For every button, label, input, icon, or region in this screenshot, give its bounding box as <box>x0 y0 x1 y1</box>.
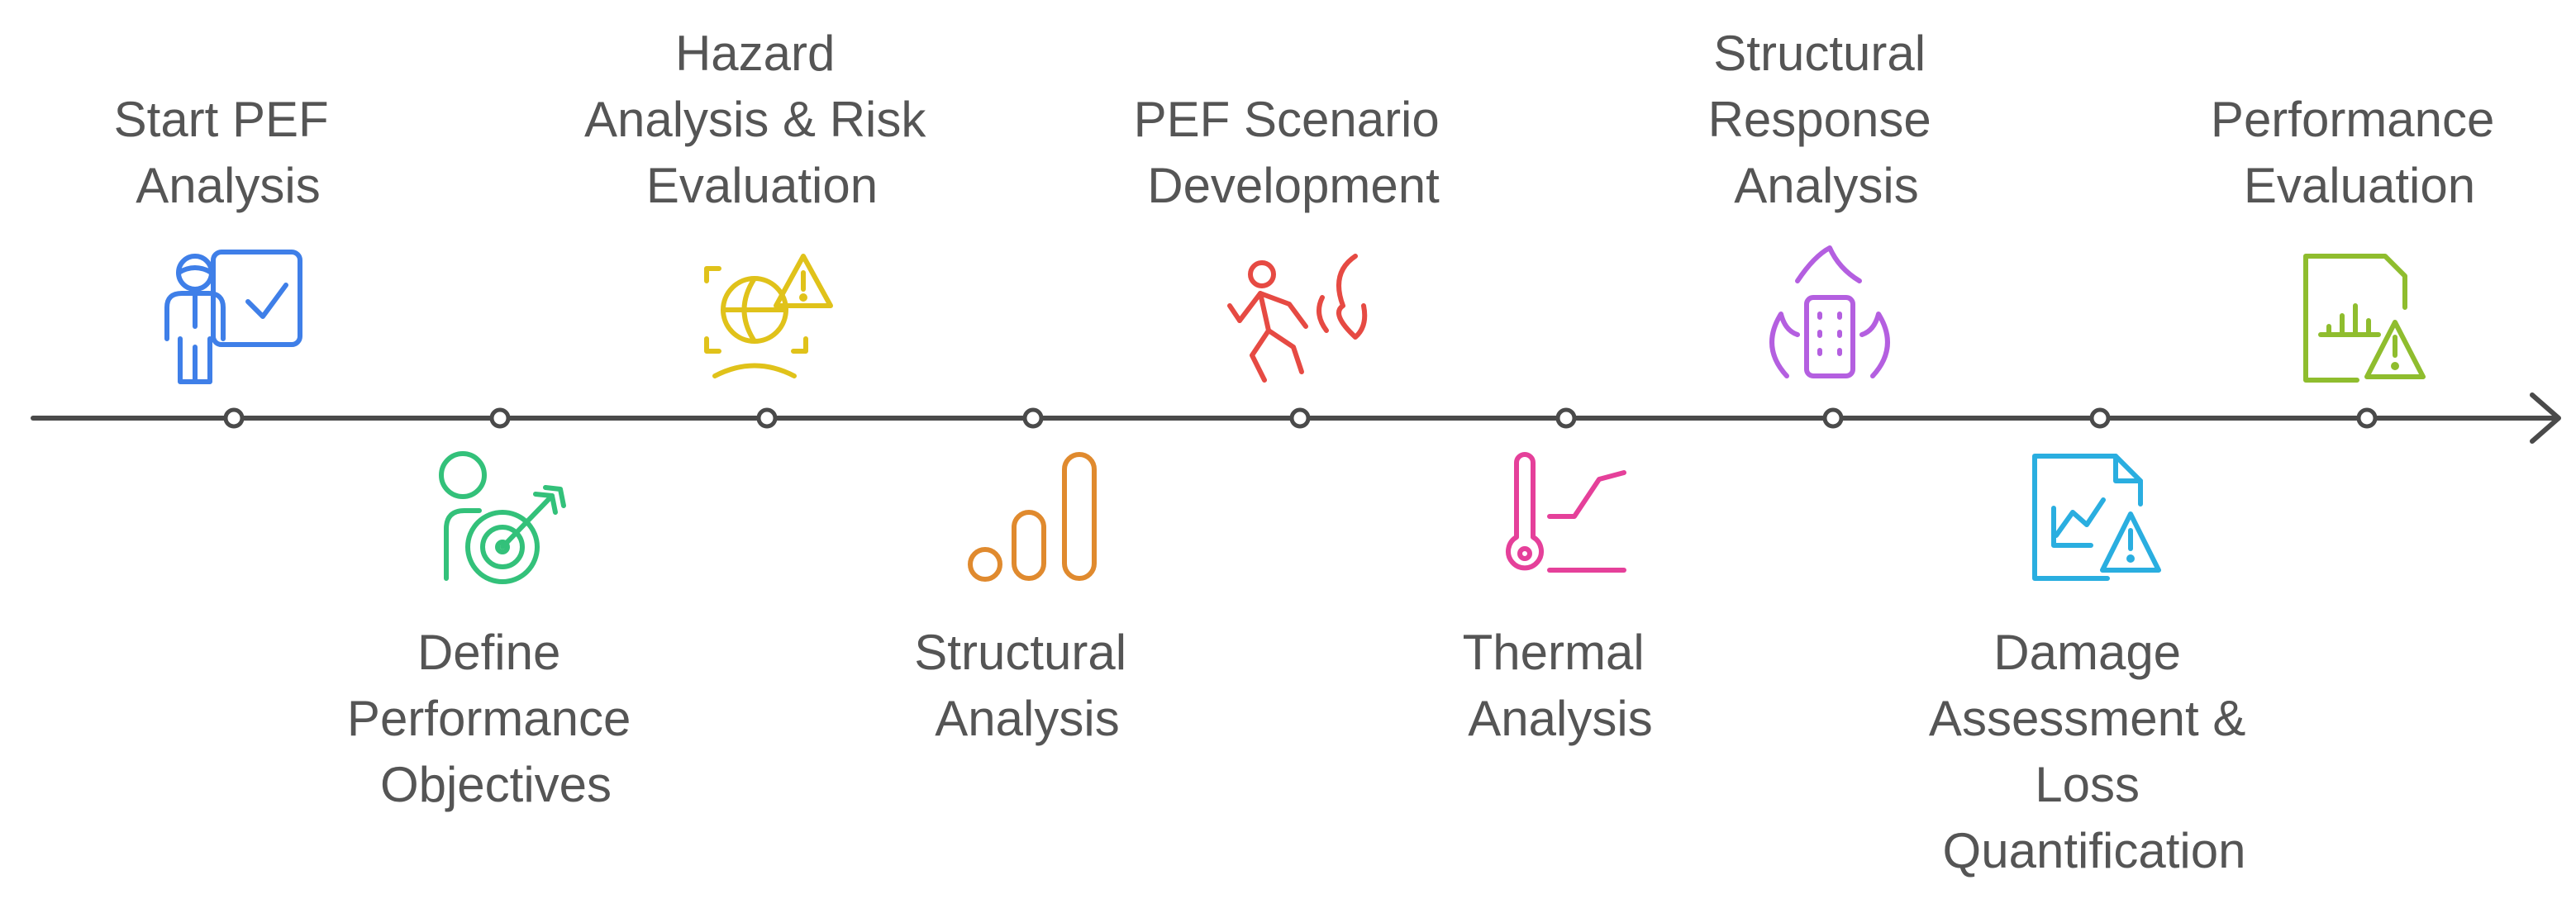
step-label-hazard-analysis: Hazard Analysis & Risk Evaluation <box>584 26 940 213</box>
person-fire-icon <box>1227 254 1368 383</box>
node-thermal-analysis <box>1555 407 1577 429</box>
node-start-pef-analysis <box>223 407 245 429</box>
person-target-icon <box>439 451 566 584</box>
node-define-performance-objectives <box>489 407 511 429</box>
timeline-nodes <box>223 407 2378 429</box>
step-label-thermal-analysis: Thermal Analysis <box>1463 625 1659 746</box>
step-label-damage-assessment: Damage Assessment & Loss Quantification <box>1929 625 2259 878</box>
node-hazard-analysis <box>756 407 778 429</box>
node-structural-analysis <box>1022 407 1044 429</box>
thermometer-graph-icon <box>1506 452 1626 573</box>
node-performance-evaluation <box>2356 407 2378 429</box>
bar-chart-icon <box>968 452 1097 582</box>
step-label-define-performance-objectives: Define Performance Objectives <box>347 625 645 812</box>
step-label-performance-evaluation: Performance Evaluation <box>2211 92 2508 213</box>
presenter-checkmark-icon <box>164 250 302 384</box>
timeline-arrowhead <box>2530 392 2561 444</box>
node-damage-assessment <box>2089 407 2111 429</box>
report-warning-icon <box>2303 254 2426 383</box>
node-pef-scenario-development <box>1289 407 1311 429</box>
node-structural-response-analysis <box>1822 407 1844 429</box>
building-fire-icon <box>1769 245 1890 378</box>
document-chart-warning-icon <box>2032 454 2161 581</box>
step-label-structural-analysis: Structural Analysis <box>914 625 1140 746</box>
step-label-structural-response-analysis: Structural Response Analysis <box>1708 26 1945 213</box>
step-label-start-pef-analysis: Start PEF Analysis <box>114 92 343 213</box>
step-label-pef-scenario-development: PEF Scenario Development <box>1134 92 1454 213</box>
globe-warning-icon <box>704 254 833 378</box>
